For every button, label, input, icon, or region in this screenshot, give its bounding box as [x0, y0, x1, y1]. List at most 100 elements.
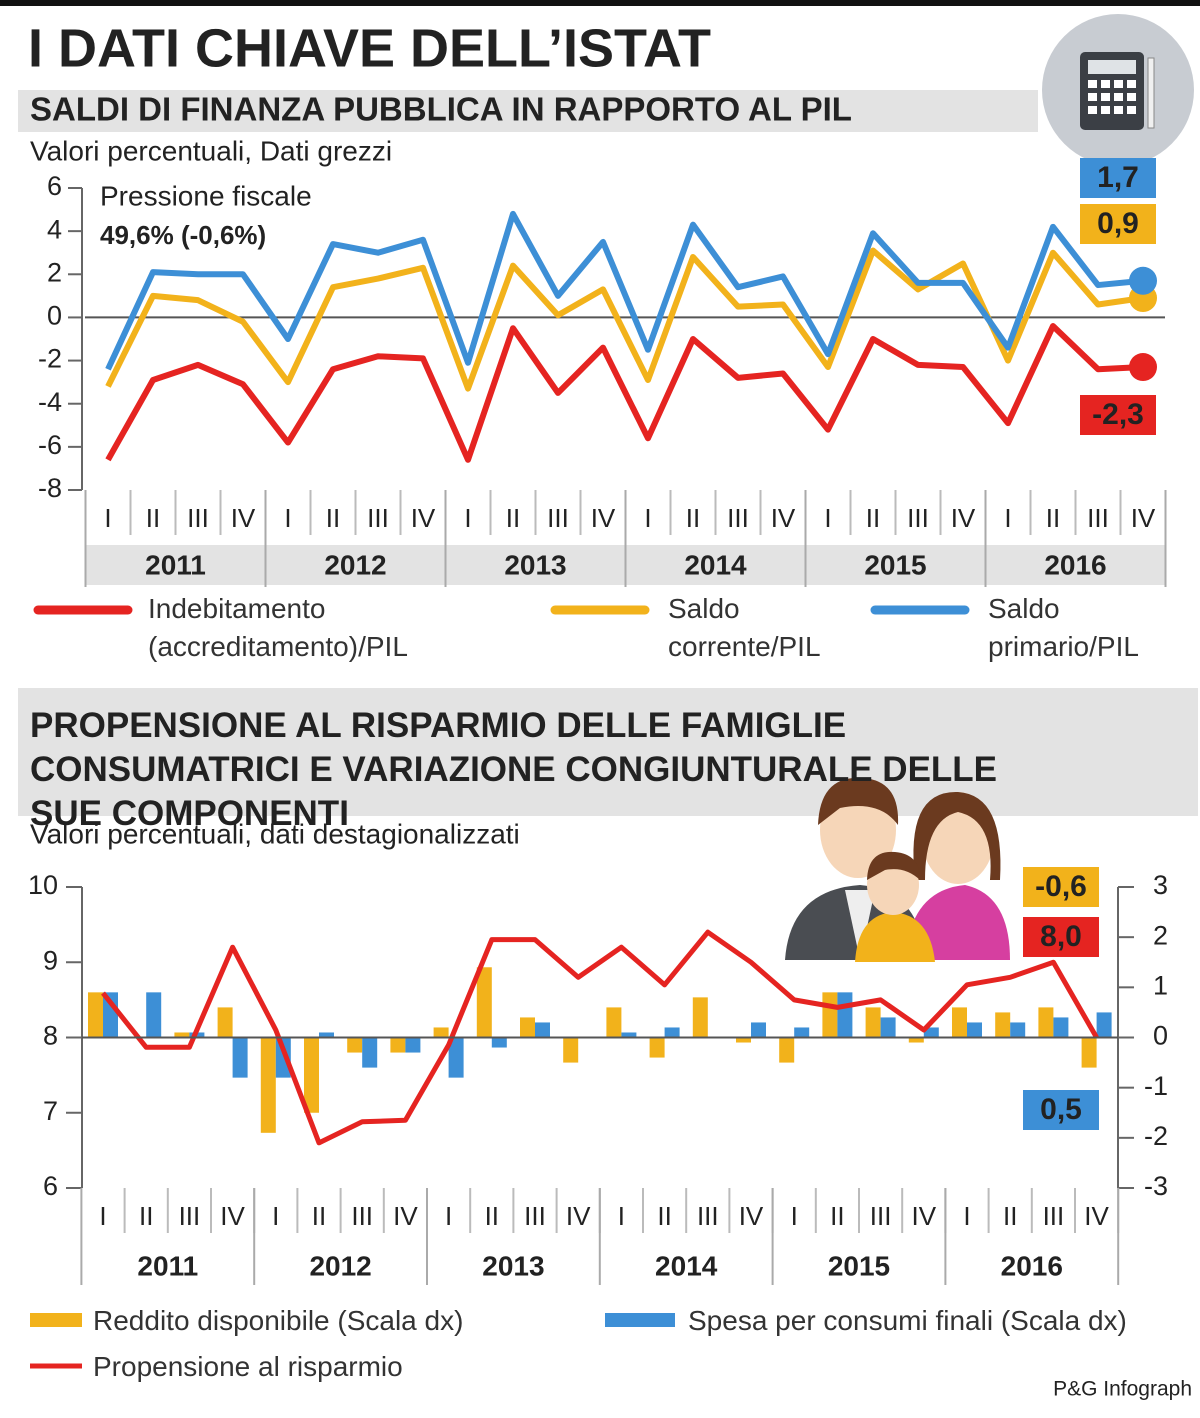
- year-label: 2012: [309, 1250, 371, 1281]
- data-line: [101, 929, 1099, 1146]
- legend-label: Saldo primario/PIL: [988, 593, 1139, 662]
- bar: [217, 1007, 233, 1038]
- value-label: 0,9: [1097, 207, 1139, 240]
- end-dot: [1129, 353, 1157, 382]
- bar: [908, 1037, 924, 1043]
- legend-label: Propensione al risparmio: [93, 1351, 403, 1382]
- x-tick-label: II: [312, 1201, 326, 1231]
- bar: [923, 1027, 939, 1038]
- y-tick-label: -6: [38, 430, 62, 460]
- bar: [563, 1037, 579, 1063]
- x-tick-label: II: [326, 503, 340, 533]
- y-tick-label: -8: [38, 473, 62, 503]
- main-title: I DATI CHIAVE DELL’ISTAT: [28, 18, 711, 78]
- x-tick-label: III: [870, 1201, 892, 1231]
- y-tick-label: -4: [38, 387, 62, 417]
- x-tick-label: IV: [393, 1201, 418, 1231]
- year-label: 2016: [1044, 549, 1106, 580]
- y-tick-label: 4: [47, 214, 62, 244]
- bar: [390, 1037, 406, 1053]
- legend-swatch: [605, 1313, 675, 1327]
- x-tick-label: III: [547, 503, 569, 533]
- bar: [822, 992, 838, 1038]
- y-tick-label: 6: [43, 1171, 58, 1201]
- annotation: 49,6% (-0,6%): [100, 220, 266, 250]
- x-tick-label: IV: [771, 503, 796, 533]
- legend-swatch: [30, 1313, 82, 1327]
- x-tick-label: I: [963, 1201, 970, 1231]
- x-tick-label: II: [830, 1201, 844, 1231]
- x-tick-label: IV: [411, 503, 436, 533]
- bar: [1081, 1037, 1097, 1068]
- x-tick-label: I: [284, 503, 291, 533]
- section-band: [18, 688, 1198, 816]
- year-label: 2015: [864, 549, 926, 580]
- value-label: -2,3: [1092, 398, 1144, 431]
- y-tick-label: 7: [43, 1096, 58, 1126]
- bar: [1053, 1017, 1069, 1038]
- year-label: 2011: [145, 549, 206, 580]
- x-tick-label: I: [464, 503, 471, 533]
- x-tick-label: III: [524, 1201, 546, 1231]
- x-tick-label: II: [1046, 503, 1060, 533]
- section-band: [18, 90, 1038, 132]
- bar: [1038, 1007, 1054, 1038]
- bar: [865, 1007, 881, 1038]
- legend-label: Saldo corrente/PIL: [668, 593, 821, 662]
- data-line: [105, 247, 1144, 392]
- x-tick-label: III: [351, 1201, 373, 1231]
- y2-tick-label: -1: [1144, 1071, 1168, 1101]
- x-tick-label: III: [1087, 503, 1109, 533]
- x-tick-label: II: [485, 1201, 499, 1231]
- bar: [319, 1032, 334, 1038]
- value-label: -0,6: [1035, 870, 1087, 903]
- family-icon: [785, 777, 1010, 962]
- bar: [995, 1012, 1011, 1038]
- legend-label: Reddito disponibile (Scala dx): [93, 1305, 464, 1336]
- annotation: Pressione fiscale: [100, 180, 312, 211]
- year-label: 2015: [828, 1250, 890, 1281]
- bar: [520, 1017, 535, 1038]
- y2-tick-label: -2: [1144, 1121, 1168, 1151]
- x-tick-label: II: [139, 1201, 153, 1231]
- bar: [433, 1027, 449, 1038]
- calculator-icon: [1042, 14, 1194, 166]
- bar: [967, 1022, 982, 1038]
- bar: [1010, 1022, 1026, 1038]
- bar: [275, 1037, 291, 1078]
- value-label-box: [1023, 867, 1099, 907]
- bar: [491, 1037, 507, 1048]
- x-tick-label: IV: [951, 503, 976, 533]
- y2-tick-label: -3: [1144, 1171, 1168, 1201]
- bar: [880, 1017, 896, 1038]
- value-label: 1,7: [1097, 161, 1139, 194]
- x-tick-label: I: [1004, 503, 1011, 533]
- x-tick-label: I: [791, 1201, 798, 1231]
- bar: [88, 992, 103, 1038]
- bar: [304, 1037, 319, 1113]
- value-label-box: [1080, 395, 1156, 435]
- year-label: 2013: [504, 549, 566, 580]
- y2-tick-label: 0: [1153, 1021, 1168, 1051]
- x-tick-label: I: [824, 503, 831, 533]
- x-tick-label: I: [644, 503, 651, 533]
- bar: [232, 1037, 248, 1078]
- bar: [621, 1032, 637, 1038]
- x-tick-label: IV: [1084, 1201, 1109, 1231]
- chart-title: SALDI DI FINANZA PUBBLICA IN RAPPORTO AL…: [30, 91, 852, 128]
- y2-tick-label: 3: [1153, 870, 1168, 900]
- year-label: 2014: [684, 549, 747, 580]
- x-tick-label: II: [686, 503, 700, 533]
- x-tick-label: III: [187, 503, 209, 533]
- bar: [174, 1032, 190, 1038]
- bar: [606, 1007, 622, 1038]
- end-dot: [1129, 266, 1157, 295]
- top-bar: [0, 0, 1200, 6]
- bar: [347, 1037, 363, 1053]
- y-tick-label: 2: [47, 257, 62, 287]
- chart-title: PROPENSIONE AL RISPARMIO DELLE FAMIGLIE …: [30, 706, 998, 833]
- bar: [952, 1007, 967, 1038]
- year-label: 2016: [1001, 1250, 1063, 1281]
- bar: [362, 1037, 378, 1068]
